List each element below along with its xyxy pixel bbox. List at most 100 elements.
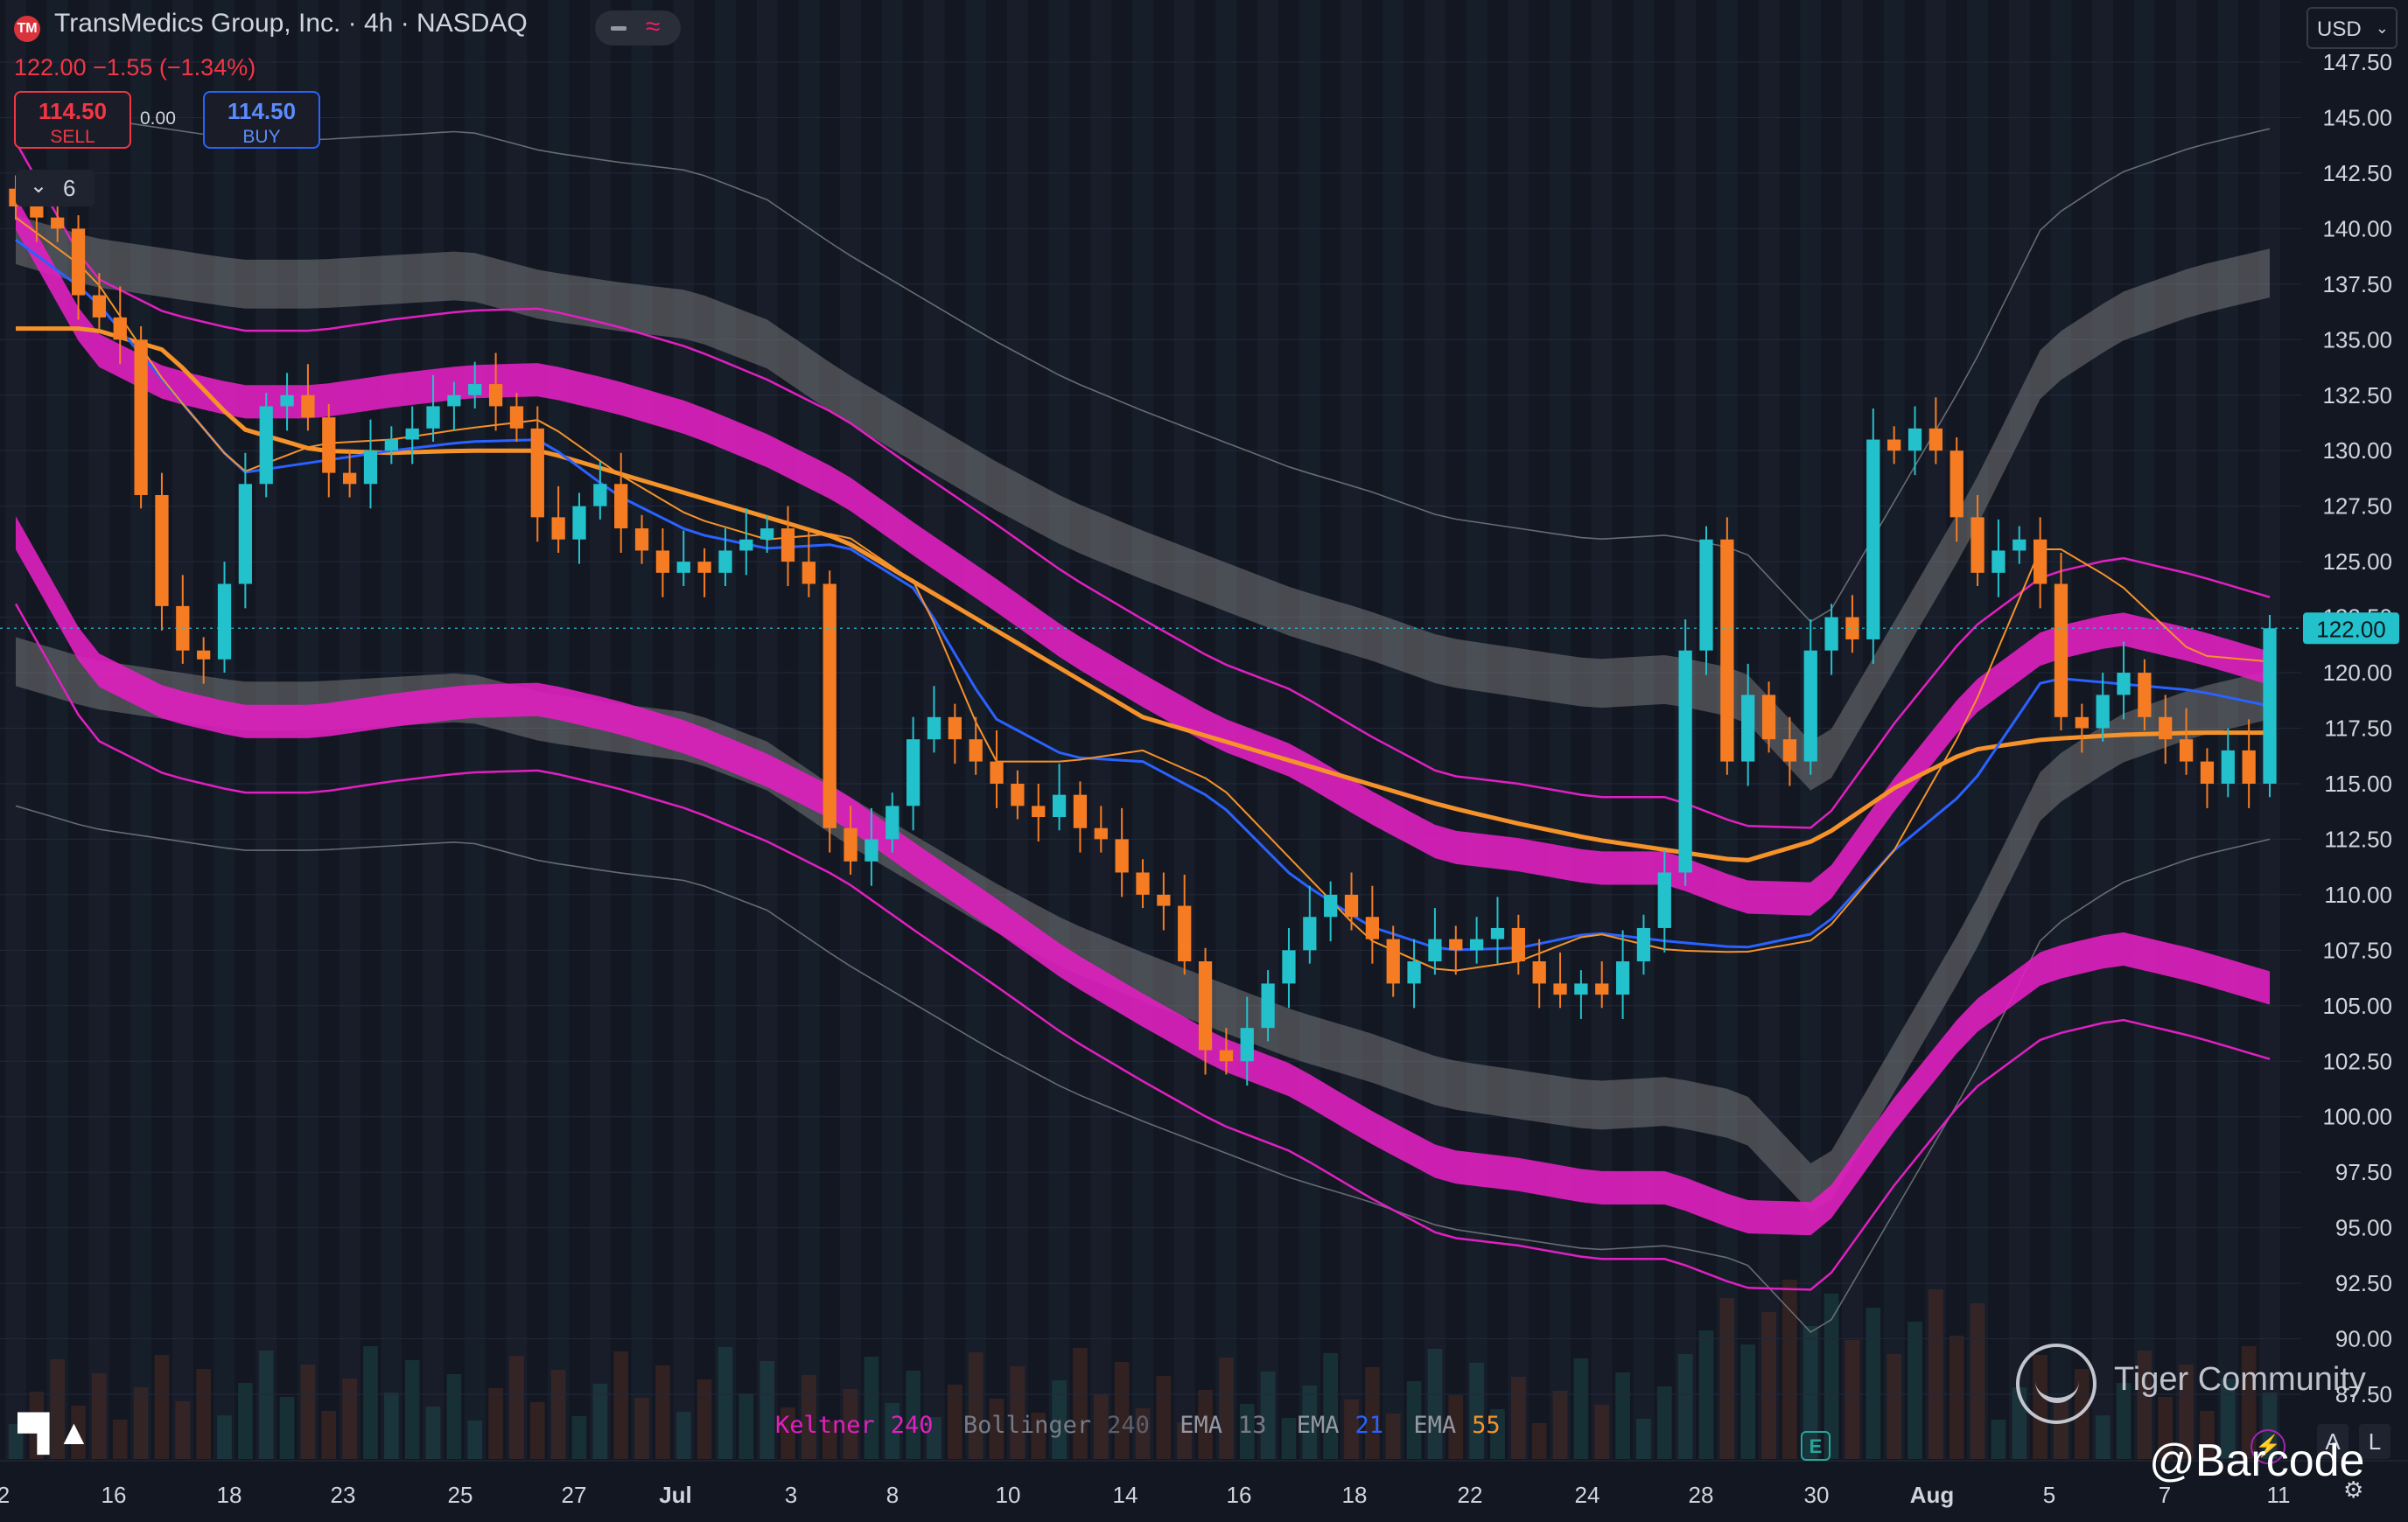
volume-bar [1073, 1348, 1088, 1459]
volume-bar [2137, 1351, 2152, 1459]
volume-bar [1656, 1386, 1672, 1459]
candle [634, 514, 649, 564]
legend-ema13[interactable]: EMA [1180, 1412, 1222, 1439]
indicator-toggle[interactable]: ≈ [595, 10, 681, 45]
sell-button[interactable]: 114.50 SELL [14, 91, 131, 149]
legend-bollinger[interactable]: Bollinger [962, 1412, 1092, 1439]
earnings-badge[interactable]: E [1801, 1431, 1830, 1461]
volume-bar [1970, 1303, 1985, 1459]
session-stripe [1883, 0, 1905, 1459]
candle [1261, 970, 1275, 1042]
volume-bar [112, 1420, 128, 1459]
candle-body [739, 539, 753, 551]
community-label: Tiger Community [2114, 1361, 2366, 1398]
session-stripe [1633, 0, 1655, 1459]
log-scale-button[interactable]: L [2359, 1424, 2390, 1459]
candle [780, 506, 795, 587]
candle-body [488, 384, 503, 407]
candle [113, 286, 127, 365]
volume-bar [676, 1412, 691, 1459]
legend-ema21[interactable]: EMA [1296, 1412, 1340, 1439]
legend-ema55[interactable]: EMA [1413, 1412, 1457, 1439]
volume-bar [321, 1411, 337, 1459]
candle-body [1595, 983, 1609, 995]
candle [1490, 897, 1505, 964]
bollinger-upper-band [16, 215, 2270, 791]
volume-bar [760, 1361, 775, 1459]
candle-body [2117, 673, 2131, 695]
candle-body [927, 716, 942, 740]
volume-bar [1844, 1340, 1860, 1459]
indicator-count: 6 [63, 175, 76, 201]
currency-select[interactable]: USD ⌄ [2306, 7, 2398, 49]
settings-gear-icon[interactable]: ⚙ [2343, 1477, 2364, 1503]
legend-keltner[interactable]: Keltner [775, 1412, 875, 1439]
volume-bar [1156, 1376, 1172, 1459]
buy-button[interactable]: 114.50 BUY [203, 91, 320, 149]
volume-bar [2241, 1346, 2257, 1459]
lightning-icon[interactable]: ⚡ [2250, 1429, 2286, 1464]
volume-bar [1281, 1418, 1297, 1459]
volume-bar [1344, 1400, 1359, 1459]
author-handle: @Barcode [2149, 1435, 2365, 1486]
candle-body [655, 550, 670, 573]
candle-body [1824, 617, 1838, 651]
session-stripe [840, 0, 861, 1459]
volume-bar [2179, 1365, 2194, 1459]
candle [1678, 619, 1692, 886]
symbol-title[interactable]: TransMedics Group, Inc. · 4h · NASDAQ [54, 9, 528, 38]
volume-bar [1239, 1404, 1255, 1459]
price-tick-label: 100.00 [2322, 1104, 2392, 1130]
session-stripe [548, 0, 570, 1459]
candle [2221, 728, 2235, 798]
price-tick-label: 142.50 [2322, 160, 2392, 186]
volume-bar [154, 1355, 170, 1459]
candle-body [718, 550, 732, 573]
candle [1157, 872, 1171, 931]
keltner-outer-lower [14, 603, 2271, 1291]
candle-body [2221, 750, 2235, 784]
volume-bar [2220, 1379, 2236, 1459]
volume-bar [1093, 1394, 1109, 1459]
volume-bar [196, 1369, 212, 1459]
price-tick-label: 110.00 [2324, 882, 2392, 908]
candle-body [1073, 794, 1088, 828]
candle-body [697, 562, 711, 573]
indicators-collapse-button[interactable]: ⌄ 6 [16, 170, 94, 206]
candle-body [990, 761, 1004, 784]
candle-body [634, 528, 649, 551]
buy-price: 114.50 [227, 98, 297, 124]
candle [509, 393, 524, 443]
tiger-logo-icon [2016, 1344, 2096, 1424]
legend-ema55-len: 55 [1472, 1412, 1501, 1439]
price-tick-label: 95.00 [2335, 1215, 2392, 1241]
candle-body [780, 528, 795, 562]
candle-body [51, 217, 65, 229]
candle [1657, 850, 1671, 953]
candle [802, 530, 816, 597]
candle-body [1782, 739, 1797, 762]
bollinger-lower-band [16, 637, 2270, 1212]
candle-body [2012, 539, 2026, 551]
minus-icon[interactable] [611, 26, 626, 31]
tradingview-logo-icon[interactable]: ▀▌▲ [18, 1414, 91, 1452]
candle-body [1699, 539, 1713, 651]
volume-bar [92, 1373, 107, 1459]
candle-body [1950, 450, 1964, 518]
volume-bar [613, 1351, 629, 1459]
session-stripe [5, 0, 26, 1459]
candle [1386, 925, 1400, 997]
candle [92, 273, 107, 332]
wave-icon[interactable]: ≈ [646, 12, 661, 41]
candle-body [1866, 439, 1880, 639]
volume-bar [1385, 1414, 1401, 1459]
session-stripe [1466, 0, 1488, 1459]
volume-bar [1219, 1358, 1234, 1459]
price-tick-label: 137.50 [2322, 271, 2392, 297]
auto-scale-button[interactable]: A [2317, 1424, 2348, 1459]
volume-bar [1928, 1289, 1943, 1459]
volume-bar [2200, 1411, 2215, 1459]
volume-bar [1031, 1413, 1046, 1459]
candle [1720, 517, 1734, 775]
